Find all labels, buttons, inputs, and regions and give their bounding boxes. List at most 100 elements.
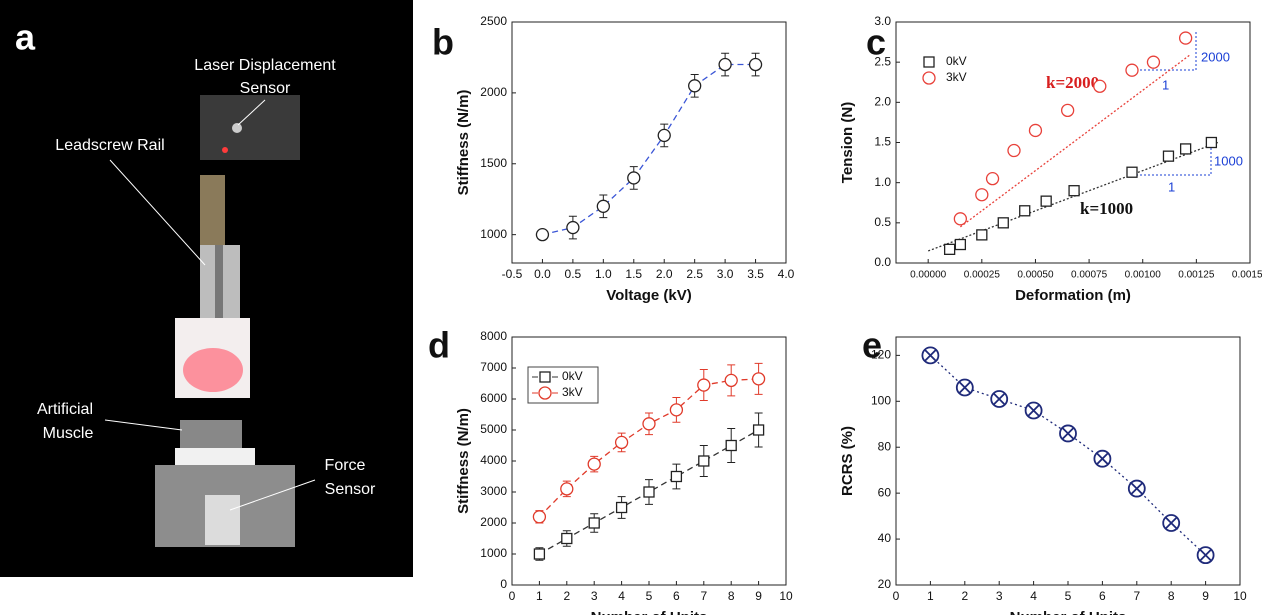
marker-shape <box>670 470 683 483</box>
marker <box>1196 546 1215 565</box>
marker-shape <box>725 439 737 452</box>
motor <box>200 175 225 245</box>
x-tick-label: 10 <box>1233 589 1247 603</box>
lower-block <box>175 448 255 470</box>
marker-shape <box>642 417 656 431</box>
marker <box>627 171 641 185</box>
y-axis-label: Stiffness (N/m) <box>455 408 472 514</box>
legend-label: 3kV <box>946 70 967 84</box>
x-tick-label: 3.5 <box>747 267 764 281</box>
x-tick-label: 0.5 <box>565 267 582 281</box>
marker-shape <box>724 373 738 388</box>
marker-shape <box>1179 143 1192 155</box>
y-tick-label: 1000 <box>480 546 507 560</box>
marker <box>587 457 601 471</box>
marker <box>990 390 1009 408</box>
marker <box>751 372 766 386</box>
y-tick-label: 0.0 <box>874 255 891 269</box>
marker-shape <box>1061 427 1075 440</box>
marker-shape <box>752 424 765 436</box>
y-tick-label: 3.0 <box>874 14 891 28</box>
x-tick-label: 0.0 <box>534 267 551 281</box>
marker <box>1205 136 1218 149</box>
x-tick-label: 0.00125 <box>1178 270 1215 281</box>
marker-shape <box>1162 150 1175 162</box>
x-axis-label: Number of Units <box>591 609 708 615</box>
x-tick-label: 5 <box>646 589 653 603</box>
y-tick-label: 1.0 <box>874 175 891 189</box>
x-axis-label: Number of Units <box>1010 609 1127 615</box>
marker <box>688 79 702 93</box>
annotation: 1 <box>1168 179 1175 194</box>
y-tick-label: 1000 <box>480 227 507 241</box>
x-tick-label: 0.00000 <box>910 270 947 281</box>
marker <box>748 57 763 72</box>
marker <box>588 517 600 529</box>
marker-shape <box>997 217 1009 229</box>
marker <box>1179 143 1192 155</box>
callout: Laser Displacement <box>194 57 336 74</box>
panel-label: a <box>15 17 36 58</box>
x-tick-label: 3 <box>591 589 598 603</box>
x-tick-label: 4 <box>1030 589 1037 603</box>
marker <box>1178 31 1193 45</box>
x-tick-label: 9 <box>755 589 762 603</box>
marker <box>561 532 573 545</box>
panel-label: c <box>866 22 886 63</box>
marker-shape <box>1096 452 1109 465</box>
x-tick-label: 1.0 <box>595 267 612 281</box>
marker-shape <box>1125 63 1139 77</box>
marker <box>535 227 550 242</box>
callout: Leadscrew Rail <box>55 137 164 154</box>
marker-shape <box>688 79 702 93</box>
marker <box>1162 150 1175 162</box>
marker-shape <box>1027 404 1040 417</box>
marker <box>921 346 940 365</box>
x-tick-label: -0.5 <box>502 267 523 281</box>
annotation: 1 <box>1162 77 1169 92</box>
marker <box>976 229 988 241</box>
marker-shape <box>566 220 580 235</box>
marker <box>1060 103 1075 118</box>
marker <box>1146 55 1161 69</box>
x-tick-label: 1 <box>536 589 543 603</box>
marker-shape <box>1199 548 1212 562</box>
marker <box>698 455 710 467</box>
marker <box>975 188 989 202</box>
marker-shape <box>923 56 935 68</box>
marker <box>1093 79 1107 93</box>
marker-shape <box>751 372 766 386</box>
marker <box>724 373 738 388</box>
x-tick-label: 4.0 <box>778 267 795 281</box>
y-tick-label: 6000 <box>480 391 507 405</box>
legend-marker <box>923 56 935 68</box>
x-tick-label: 2 <box>563 589 570 603</box>
legend-label: 0kV <box>946 54 967 68</box>
y-axis-label: Stiffness (N/m) <box>455 90 472 196</box>
marker-shape <box>669 403 684 417</box>
marker-shape <box>975 188 989 202</box>
x-tick-label: 0.00050 <box>1017 270 1054 281</box>
legend-marker <box>539 371 551 383</box>
annotation: k=2000 <box>1046 73 1099 92</box>
marker <box>1162 514 1181 532</box>
y-axis-label: Tension (N) <box>839 102 856 183</box>
marker-shape <box>1130 482 1144 495</box>
marker-shape <box>1019 205 1031 217</box>
marker-shape <box>1126 166 1138 178</box>
x-tick-label: 10 <box>779 589 793 603</box>
y-tick-label: 120 <box>871 348 891 362</box>
y-tick-label: 2.0 <box>874 95 891 109</box>
y-tick-label: 80 <box>878 439 892 453</box>
glow <box>183 348 243 392</box>
marker-shape <box>561 532 573 545</box>
marker <box>1040 195 1052 207</box>
panel-label: e <box>862 325 882 366</box>
marker <box>955 378 974 397</box>
marker <box>1125 63 1139 77</box>
x-tick-label: 0.00075 <box>1071 270 1108 281</box>
marker-shape <box>532 510 547 524</box>
y-tick-label: 8000 <box>480 329 507 343</box>
legend-marker <box>538 386 552 400</box>
